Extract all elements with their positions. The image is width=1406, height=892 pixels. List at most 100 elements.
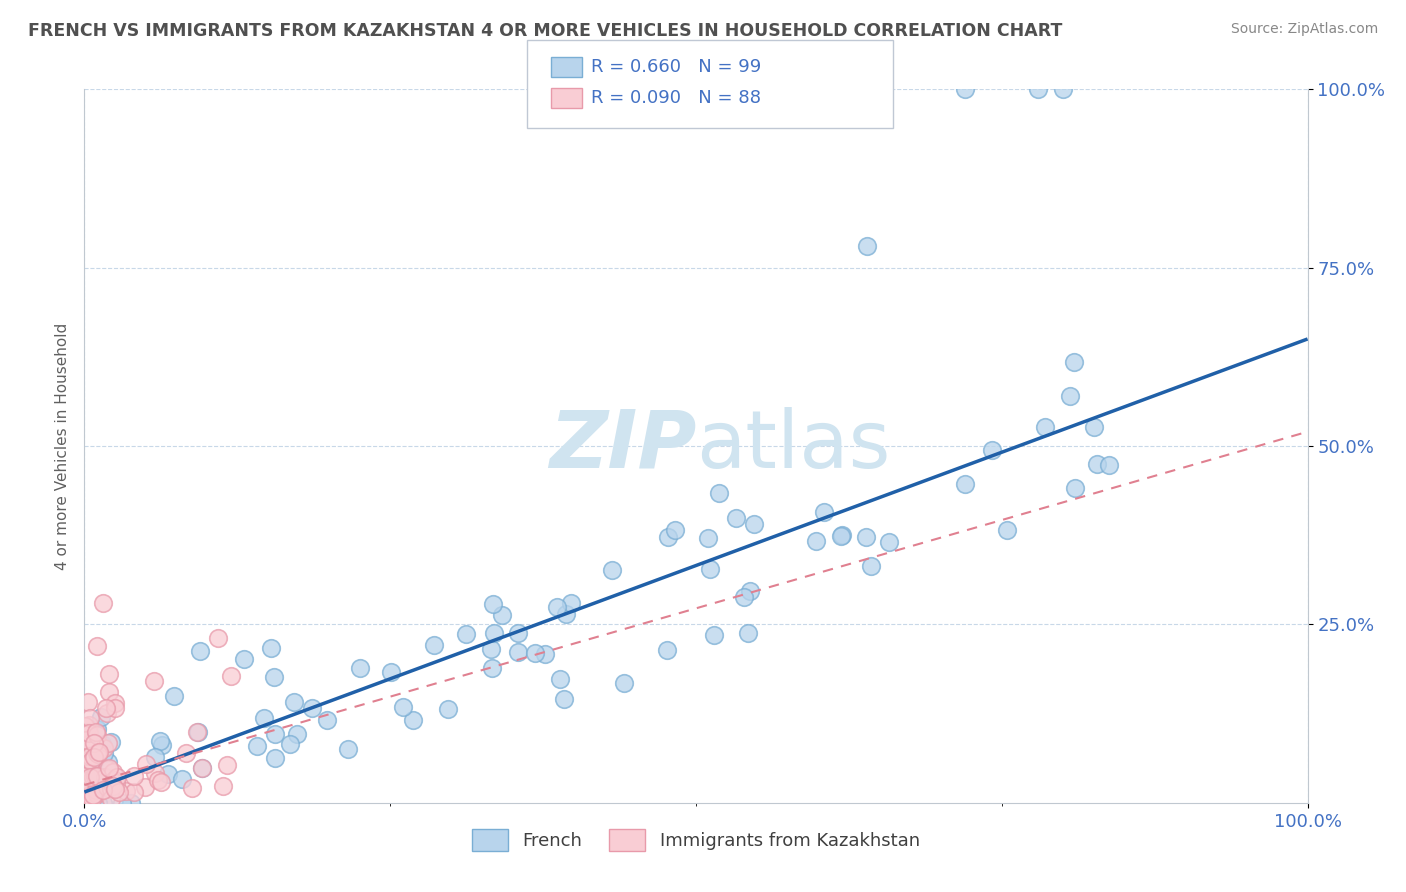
Point — [87, 747, 110, 761]
Point — [79, 748, 101, 763]
Point — [285, 727, 308, 741]
Point — [491, 607, 513, 622]
Point — [181, 781, 204, 796]
Point — [953, 477, 976, 491]
Point — [1028, 82, 1050, 96]
Point — [77, 789, 100, 803]
Point — [84, 780, 107, 794]
Point — [75, 752, 97, 766]
Point — [79, 711, 101, 725]
Point — [212, 779, 235, 793]
Point — [482, 597, 505, 611]
Point — [91, 596, 114, 610]
Point — [83, 755, 105, 769]
Point — [506, 645, 529, 659]
Point — [77, 786, 100, 800]
Point — [135, 756, 157, 771]
Point — [97, 756, 120, 770]
Point — [655, 643, 678, 657]
Point — [134, 780, 156, 794]
Point — [560, 595, 582, 609]
Point — [103, 765, 125, 780]
Point — [207, 631, 229, 645]
Point — [1052, 82, 1074, 96]
Text: R = 0.090   N = 88: R = 0.090 N = 88 — [591, 89, 761, 107]
Point — [86, 746, 108, 760]
Point — [143, 750, 166, 764]
Text: FRENCH VS IMMIGRANTS FROM KAZAKHSTAN 4 OR MORE VEHICLES IN HOUSEHOLD CORRELATION: FRENCH VS IMMIGRANTS FROM KAZAKHSTAN 4 O… — [28, 22, 1063, 40]
Point — [82, 770, 104, 784]
Point — [191, 761, 214, 775]
Point — [856, 239, 879, 253]
Point — [105, 770, 128, 784]
Point — [1085, 457, 1108, 471]
Text: Source: ZipAtlas.com: Source: ZipAtlas.com — [1230, 22, 1378, 37]
Point — [263, 670, 285, 684]
Point — [555, 607, 578, 622]
Point — [100, 792, 122, 806]
Point — [105, 776, 128, 790]
Point — [76, 789, 98, 803]
Point — [75, 774, 97, 789]
Point — [79, 784, 101, 798]
Point — [152, 738, 174, 752]
Point — [349, 661, 371, 675]
Point — [402, 713, 425, 727]
Point — [150, 775, 173, 789]
Point — [146, 772, 169, 787]
Point — [524, 647, 547, 661]
Point — [260, 641, 283, 656]
Point — [96, 700, 118, 714]
Point — [86, 722, 108, 736]
Legend: French, Immigrants from Kazakhstan: French, Immigrants from Kazakhstan — [464, 822, 928, 858]
Point — [75, 789, 97, 804]
Point — [73, 768, 96, 782]
Point — [479, 642, 502, 657]
Point — [657, 530, 679, 544]
Point — [1059, 389, 1081, 403]
Point — [733, 591, 755, 605]
Point — [613, 676, 636, 690]
Point — [97, 761, 120, 775]
Point — [233, 652, 256, 666]
Point — [77, 764, 100, 779]
Point — [1063, 355, 1085, 369]
Point — [91, 737, 114, 751]
Point — [83, 736, 105, 750]
Point — [80, 780, 103, 794]
Point — [124, 785, 146, 799]
Point — [508, 625, 530, 640]
Point — [392, 700, 415, 714]
Text: atlas: atlas — [696, 407, 890, 485]
Text: ZIP: ZIP — [548, 407, 696, 485]
Point — [172, 772, 194, 786]
Point — [215, 758, 238, 772]
Point — [186, 725, 208, 739]
Point — [86, 786, 108, 800]
Point — [699, 562, 721, 576]
Point — [813, 505, 835, 519]
Point — [79, 748, 101, 763]
Point — [93, 796, 115, 810]
Point — [149, 734, 172, 748]
Point — [806, 533, 828, 548]
Point — [742, 517, 765, 532]
Point — [740, 583, 762, 598]
Point — [94, 770, 117, 784]
Point — [80, 792, 103, 806]
Point — [981, 443, 1004, 458]
Point — [104, 781, 127, 796]
Point — [484, 625, 506, 640]
Point — [163, 689, 186, 703]
Point — [546, 600, 568, 615]
Point — [86, 769, 108, 783]
Point — [83, 750, 105, 764]
Y-axis label: 4 or more Vehicles in Household: 4 or more Vehicles in Household — [55, 322, 70, 570]
Point — [737, 626, 759, 640]
Point — [75, 733, 97, 747]
Point — [246, 739, 269, 754]
Point — [120, 796, 142, 810]
Point — [73, 781, 96, 796]
Point — [77, 789, 100, 804]
Point — [191, 761, 214, 775]
